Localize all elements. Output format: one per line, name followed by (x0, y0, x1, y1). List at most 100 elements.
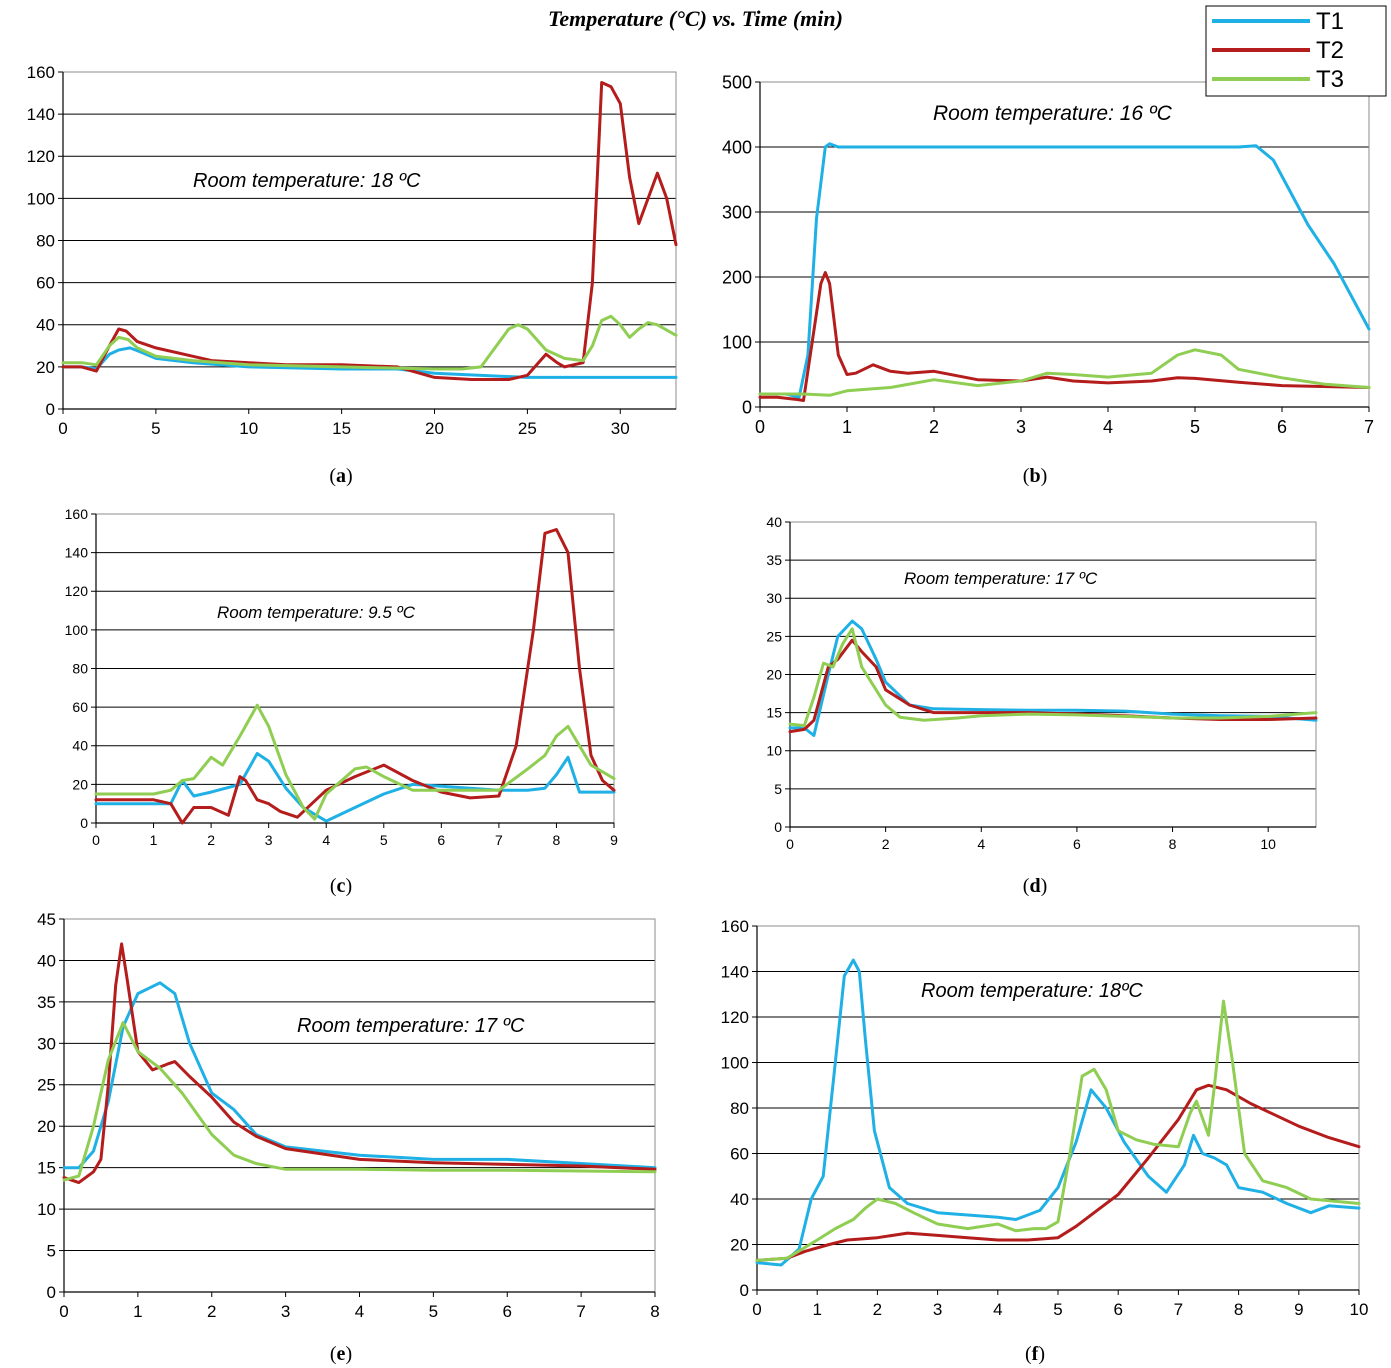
y-tick-label-e-30: 30 (37, 1034, 56, 1053)
x-tick-label-e-2: 2 (207, 1302, 216, 1321)
y-tick-label-a-100: 100 (27, 189, 55, 208)
plot-border-b (759, 81, 1370, 408)
y-tick-label-f-140: 140 (721, 962, 749, 981)
legend-label-t2: T2 (1316, 37, 1344, 64)
x-tick-label-e-1: 1 (133, 1302, 142, 1321)
x-tick-label-b-2: 2 (929, 417, 939, 437)
y-tick-label-a-20: 20 (36, 358, 55, 377)
x-tick-label-e-0: 0 (59, 1302, 68, 1321)
annotation-a: Room temperature: 18 ºC (193, 170, 421, 192)
x-tick-label-e-7: 7 (576, 1302, 585, 1321)
x-tick-label-f-8: 8 (1234, 1300, 1243, 1319)
x-tick-label-c-4: 4 (322, 832, 330, 848)
x-tick-label-c-7: 7 (495, 832, 503, 848)
y-tick-label-f-20: 20 (730, 1235, 749, 1254)
series-line-b-t3 (758, 348, 1371, 397)
x-tick-label-f-0: 0 (752, 1300, 761, 1319)
y-tick-label-f-40: 40 (730, 1190, 749, 1209)
x-tick-label-a-20: 20 (425, 419, 444, 438)
x-tick-label-c-5: 5 (380, 832, 388, 848)
plot-border-e (63, 918, 656, 1293)
y-tick-label-d-0: 0 (774, 819, 782, 835)
x-tick-label-f-10: 10 (1350, 1300, 1369, 1319)
y-tick-label-f-120: 120 (721, 1008, 749, 1027)
x-tick-label-a-0: 0 (58, 419, 67, 438)
x-tick-label-d-10: 10 (1260, 836, 1276, 852)
caption-a: (a) (329, 465, 352, 487)
series-line-a-t2 (61, 81, 678, 381)
x-tick-label-f-2: 2 (873, 1300, 882, 1319)
x-tick-label-c-9: 9 (610, 832, 618, 848)
x-tick-label-e-4: 4 (355, 1302, 364, 1321)
legend-label-t3: T3 (1316, 66, 1344, 93)
y-tick-label-a-80: 80 (36, 231, 55, 250)
y-tick-label-e-40: 40 (37, 951, 56, 970)
x-tick-label-e-5: 5 (429, 1302, 438, 1321)
x-tick-label-d-0: 0 (786, 836, 794, 852)
y-tick-label-b-400: 400 (722, 137, 752, 157)
x-tick-label-f-4: 4 (993, 1300, 1002, 1319)
x-tick-label-a-10: 10 (239, 419, 258, 438)
x-tick-label-b-3: 3 (1016, 417, 1026, 437)
x-tick-label-d-8: 8 (1169, 836, 1177, 852)
series-line-e-t3 (62, 1021, 657, 1182)
x-tick-label-e-8: 8 (650, 1302, 659, 1321)
annotation-c: Room temperature: 9.5 ºC (217, 603, 416, 622)
y-tick-label-c-160: 160 (65, 506, 89, 522)
x-tick-label-c-1: 1 (150, 832, 158, 848)
y-tick-label-c-60: 60 (72, 699, 88, 715)
y-tick-label-b-0: 0 (742, 397, 752, 417)
x-tick-label-a-25: 25 (518, 419, 537, 438)
y-tick-label-a-0: 0 (46, 400, 55, 419)
panel-a: 0 20 40 60 80 100 120 140 160 0 5 10 15 20 25 30 Room te… (27, 63, 678, 487)
y-tick-label-d-10: 10 (766, 743, 782, 759)
x-tick-label-d-6: 6 (1073, 836, 1081, 852)
y-tick-label-d-25: 25 (766, 628, 782, 644)
x-tick-label-b-0: 0 (755, 417, 765, 437)
y-tick-label-e-0: 0 (47, 1283, 56, 1302)
series-line-b-t2 (758, 271, 1371, 402)
legend-label-t1: T1 (1316, 8, 1344, 35)
x-tick-label-b-7: 7 (1364, 417, 1374, 437)
x-tick-label-e-3: 3 (281, 1302, 290, 1321)
series-line-c-t3 (94, 703, 616, 821)
y-tick-label-e-35: 35 (37, 993, 56, 1012)
x-tick-label-e-6: 6 (503, 1302, 512, 1321)
x-tick-label-b-1: 1 (842, 417, 852, 437)
x-tick-label-a-30: 30 (611, 419, 630, 438)
y-tick-label-c-100: 100 (65, 622, 89, 638)
y-tick-label-e-25: 25 (37, 1076, 56, 1095)
panel-c: 0 20 40 60 80 100 120 140 160 0 1 2 3 4 5 6 7 8 9 Room temp… (65, 506, 618, 897)
y-tick-label-b-300: 300 (722, 202, 752, 222)
y-tick-label-e-10: 10 (37, 1200, 56, 1219)
y-tick-label-e-15: 15 (37, 1159, 56, 1178)
annotation-e: Room temperature: 17 ºC (297, 1015, 525, 1037)
y-tick-label-c-140: 140 (65, 545, 89, 561)
caption-e: (e) (330, 1343, 352, 1365)
x-tick-label-a-15: 15 (332, 419, 351, 438)
series-line-f-t3 (755, 999, 1361, 1262)
y-tick-label-e-5: 5 (47, 1242, 56, 1261)
y-tick-label-a-120: 120 (27, 147, 55, 166)
annotation-d: Room temperature: 17 ºC (904, 569, 1098, 588)
y-tick-label-f-160: 160 (721, 917, 749, 936)
y-tick-label-a-140: 140 (27, 105, 55, 124)
x-tick-label-f-9: 9 (1294, 1300, 1303, 1319)
y-tick-label-c-40: 40 (72, 738, 88, 754)
caption-d: (d) (1023, 875, 1047, 897)
caption-f: (f) (1025, 1343, 1045, 1365)
x-tick-label-c-2: 2 (207, 832, 215, 848)
y-tick-label-d-30: 30 (766, 590, 782, 606)
y-tick-label-f-0: 0 (740, 1281, 749, 1300)
y-tick-label-c-80: 80 (72, 660, 88, 676)
caption-c: (c) (330, 875, 352, 897)
panel-d: 0 5 10 15 20 25 30 35 40 0 2 4 6 8 10 Room temperature:… (766, 514, 1318, 897)
x-tick-label-b-6: 6 (1277, 417, 1287, 437)
x-tick-label-c-8: 8 (553, 832, 561, 848)
y-tick-label-e-45: 45 (37, 910, 56, 929)
y-tick-label-e-20: 20 (37, 1117, 56, 1136)
panel-b: 0 100 200 300 400 500 0 1 2 3 4 5 6 7 Room temperature… (722, 72, 1374, 487)
x-tick-label-c-6: 6 (437, 832, 445, 848)
